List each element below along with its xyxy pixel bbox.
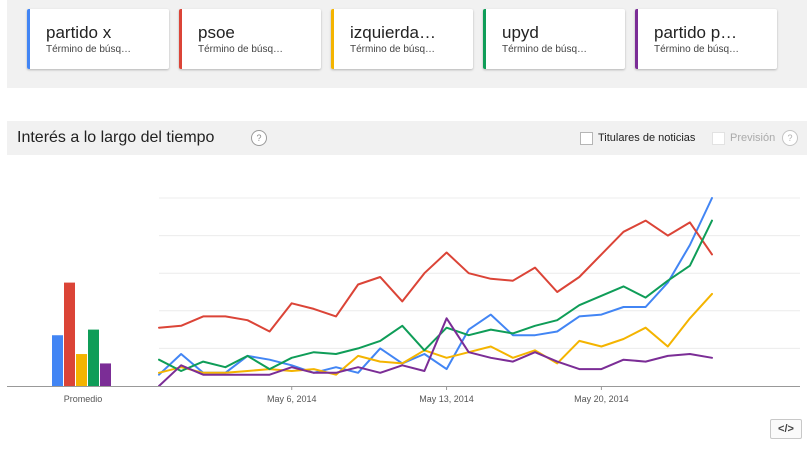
term-name: upyd <box>502 23 539 42</box>
series-line <box>158 292 713 376</box>
term-card-5[interactable]: partido p… Término de búsq… <box>635 9 777 69</box>
interest-line-chart <box>158 197 713 387</box>
term-color-bar <box>635 9 638 69</box>
term-name: partido x <box>46 23 112 42</box>
term-type: Término de búsq… <box>502 44 588 55</box>
forecast-question-icon[interactable]: ? <box>782 130 798 146</box>
term-color-bar <box>483 9 486 69</box>
term-card-4[interactable]: upyd Término de búsq… <box>483 9 625 69</box>
average-bar <box>76 354 87 386</box>
term-color-bar <box>27 9 30 69</box>
term-card-1[interactable]: partido x Término de búsq… <box>27 9 169 69</box>
term-name: izquierda… <box>350 23 436 42</box>
term-name: psoe <box>198 23 235 42</box>
average-bar <box>64 282 75 386</box>
average-bar <box>52 335 63 386</box>
average-axis-label: Promedio <box>64 394 103 404</box>
series-line <box>158 317 713 387</box>
x-tick-label: May 6, 2014 <box>267 394 317 404</box>
section-title: Interés a lo largo del tiempo <box>17 129 215 146</box>
term-type: Término de búsq… <box>350 44 436 55</box>
term-color-bar <box>331 9 334 69</box>
search-terms-bar: partido x Término de búsq… psoe Término … <box>7 0 807 88</box>
term-type: Término de búsq… <box>654 44 740 55</box>
embed-button[interactable]: </> <box>770 419 802 439</box>
chart-gridlines <box>159 197 800 349</box>
interest-chart: May 6, 2014 May 13, 2014 May 20, 2014 Prom… <box>7 197 800 404</box>
x-tick-label: May 20, 2014 <box>574 394 629 404</box>
forecast-checkbox[interactable] <box>712 132 725 145</box>
term-type: Término de búsq… <box>198 44 284 55</box>
term-card-2[interactable]: psoe Término de búsq… <box>179 9 321 69</box>
forecast-label: Previsión <box>730 132 776 144</box>
average-bar-chart <box>52 282 111 386</box>
headlines-label: Titulares de noticias <box>598 132 696 144</box>
headlines-checkbox[interactable] <box>580 132 593 145</box>
series-line <box>158 219 713 333</box>
term-card-3[interactable]: izquierda… Término de búsq… <box>331 9 473 69</box>
interest-over-time-header: Interés a lo largo del tiempo ? Titulare… <box>7 121 807 155</box>
chart-axis: May 6, 2014 May 13, 2014 May 20, 2014 <box>7 386 800 404</box>
term-color-bar <box>179 9 182 69</box>
series-line <box>158 197 713 376</box>
x-tick-label: May 13, 2014 <box>419 394 474 404</box>
average-bar <box>100 363 111 386</box>
series-line <box>158 219 713 372</box>
term-name: partido p… <box>654 23 738 42</box>
term-type: Término de búsq… <box>46 44 132 55</box>
average-bar <box>88 329 99 386</box>
question-icon[interactable]: ? <box>251 130 267 146</box>
